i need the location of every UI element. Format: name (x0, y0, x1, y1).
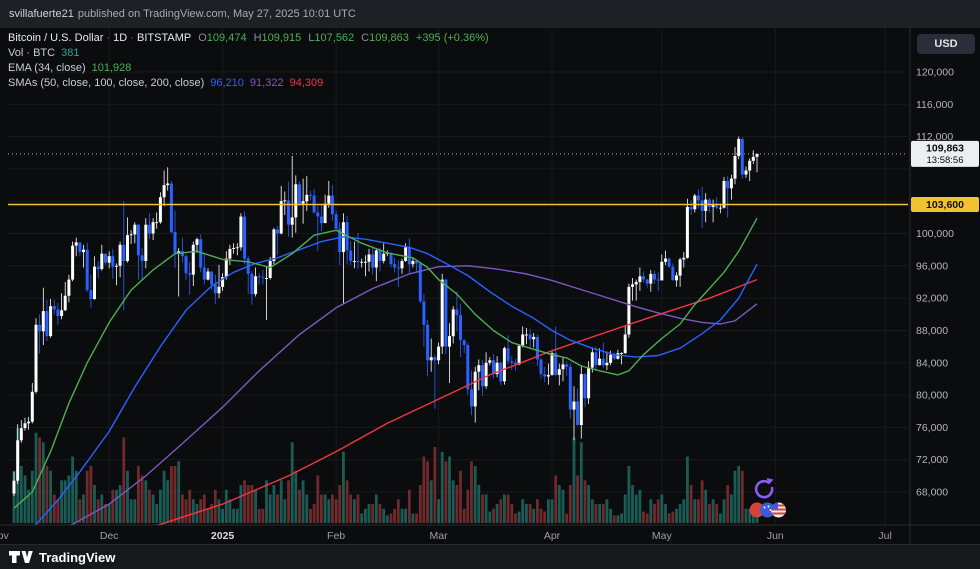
sma50-value: 96,210 (210, 77, 244, 89)
brand-name: TradingView (39, 549, 116, 565)
svg-text:100,000: 100,000 (916, 228, 954, 240)
publisher-username[interactable]: svillafuerte21 (9, 8, 74, 20)
blue-emoji-badge[interactable] (760, 502, 775, 518)
red-emoji-badge[interactable] (749, 502, 765, 518)
footer-bar: TradingView (0, 544, 980, 569)
high-value: 109,915 (261, 32, 302, 44)
svg-text:116,000: 116,000 (916, 99, 953, 111)
legend-ema-row[interactable]: EMA (34, close) 101,928 (8, 61, 489, 75)
legend-smas-row: SMAs (50, close, 100, close, 200, close)… (8, 76, 489, 90)
close-key: C (361, 32, 370, 44)
sma200-value: 94,309 (289, 77, 324, 89)
chart-legend: Bitcoin / U.S. Dollar · 1D · BITSTAMP O10… (8, 31, 489, 91)
price-axis[interactable]: 120,000 116,000 112,000 100,000 96,000 92,000… (916, 67, 954, 499)
tradingview-mark-icon (9, 551, 33, 563)
svg-text:80,000: 80,000 (916, 390, 948, 402)
low-key: L (308, 32, 315, 44)
close-value: 109,863 (369, 32, 409, 44)
sma100-line[interactable] (14, 265, 758, 545)
svg-text:76,000: 76,000 (916, 422, 948, 434)
legend-volume-row[interactable]: Vol · BTC 381 (8, 46, 489, 60)
level-price-tag: 103,600 (911, 197, 979, 212)
smas-label: SMAs (50, close, 100, close, 200, close) (8, 77, 205, 89)
candles-layer (12, 136, 759, 496)
svg-text:112,000: 112,000 (916, 131, 953, 143)
high-key: H (253, 32, 262, 44)
axes-borders (0, 28, 980, 545)
svg-text:Apr: Apr (544, 530, 561, 542)
time-axis[interactable]: Nov Dec 2025 Feb Mar Apr May Jun Jul (0, 530, 892, 542)
svg-text:72,000: 72,000 (916, 454, 948, 466)
svg-text:May: May (652, 530, 673, 542)
svg-text:2025: 2025 (211, 530, 235, 542)
separator: · (106, 32, 111, 44)
ema-value: 101,928 (91, 62, 132, 74)
interval-label: 1D (113, 32, 128, 44)
svg-text:120,000: 120,000 (916, 67, 954, 79)
open-key: O (198, 32, 207, 44)
low-value: 107,562 (314, 32, 355, 44)
publish-bar: svillafuerte21 published on TradingView.… (0, 0, 980, 28)
grid-lines (8, 28, 908, 525)
svg-text:88,000: 88,000 (916, 325, 948, 337)
svg-text:Nov: Nov (0, 530, 9, 542)
reaction-overlay[interactable] (747, 477, 789, 521)
svg-text:Jun: Jun (767, 530, 784, 542)
svg-text:103,600: 103,600 (926, 199, 964, 211)
svg-text:96,000: 96,000 (916, 260, 948, 272)
exchange-label: BITSTAMP (137, 32, 192, 44)
sma200-line[interactable] (14, 278, 758, 553)
ema-label: EMA (34, close) (8, 62, 86, 74)
svg-text:13:58:56: 13:58:56 (927, 155, 964, 166)
sma100-value: 91,322 (249, 77, 284, 89)
svg-text:Dec: Dec (100, 530, 119, 542)
flag-emoji-badge[interactable] (770, 502, 787, 518)
change-value: +395 (+0.36%) (415, 32, 489, 44)
refresh-arrows-icon[interactable] (754, 478, 774, 499)
volume-bars (12, 428, 759, 524)
volume-value: 381 (61, 47, 80, 59)
sma50-line[interactable] (14, 236, 758, 537)
svg-text:Feb: Feb (327, 530, 345, 542)
tradingview-logo[interactable]: TradingView (8, 549, 115, 565)
svg-text:Mar: Mar (430, 530, 449, 542)
legend-symbol-row[interactable]: Bitcoin / U.S. Dollar · 1D · BITSTAMP O10… (8, 31, 489, 45)
currency-usd-button[interactable]: USD (917, 34, 975, 54)
open-value: 109,474 (206, 32, 247, 44)
svg-text:109,863: 109,863 (926, 142, 964, 154)
svg-text:84,000: 84,000 (916, 357, 948, 369)
publish-info: published on TradingView.com, May 27, 20… (77, 8, 356, 20)
volume-label: Vol · BTC (8, 47, 56, 59)
reaction-emoji-badges[interactable] (749, 502, 788, 518)
svg-text:Jul: Jul (878, 530, 891, 542)
ema34-line[interactable] (13, 217, 758, 509)
separator: · (130, 32, 134, 44)
svg-text:68,000: 68,000 (916, 487, 948, 499)
symbol-title: Bitcoin / U.S. Dollar (8, 32, 104, 44)
svg-text:92,000: 92,000 (916, 293, 948, 305)
